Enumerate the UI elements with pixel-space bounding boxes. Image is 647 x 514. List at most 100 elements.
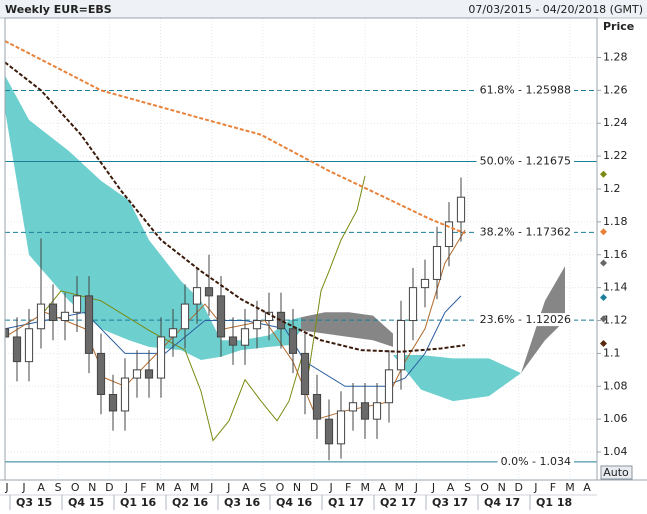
- fib-label-bg: [476, 313, 574, 327]
- month-label: J: [431, 481, 435, 494]
- month-label: D: [105, 481, 113, 494]
- quarter-label: Q4 16: [276, 496, 312, 509]
- month-label: M: [156, 481, 166, 494]
- candle-body: [120, 377, 130, 412]
- y-tick-label: 1.08: [603, 379, 628, 392]
- month-label: M: [360, 481, 370, 494]
- fib-level-label: 38.2% - 1.17362: [480, 225, 571, 238]
- fib-label-bg: [476, 225, 574, 239]
- candle-body: [144, 369, 154, 379]
- quarter-label: Q2 17: [380, 496, 416, 509]
- last-value-marker: [600, 294, 607, 302]
- fib-level-label: 23.6% - 1.12026: [480, 313, 571, 326]
- candle-body: [192, 287, 202, 305]
- candle-body: [156, 336, 166, 379]
- month-label: S: [259, 481, 266, 494]
- candle-body: [408, 287, 418, 322]
- y-tick-label: 1.12: [603, 314, 628, 327]
- candle-body: [12, 336, 22, 363]
- fib-label-bg: [476, 154, 574, 168]
- month-label: N: [88, 481, 96, 494]
- month-label: A: [242, 481, 250, 494]
- month-label: D: [310, 481, 318, 494]
- candle-body: [108, 394, 118, 412]
- candle-body: [372, 402, 382, 420]
- month-label: A: [174, 481, 182, 494]
- y-tick-label: 1.18: [603, 215, 628, 228]
- candle-body: [360, 402, 370, 420]
- last-value-marker: [600, 228, 607, 236]
- candle-body: [60, 311, 70, 322]
- y-tick-label: 1.2: [603, 182, 621, 195]
- ichimoku-cloud: [5, 75, 301, 360]
- candle-body: [48, 303, 58, 322]
- candle-body: [456, 196, 466, 223]
- date-range: 07/03/2015 - 04/20/2018 (GMT): [468, 3, 643, 16]
- fib-level-label: 0.0% - 1.034: [501, 455, 571, 468]
- candle-body: [180, 303, 190, 330]
- candle-body: [288, 328, 298, 354]
- candle-body: [72, 295, 82, 313]
- candle-body: [300, 352, 310, 396]
- fib-label-bg: [476, 83, 574, 97]
- quarter-label: Q1 17: [328, 496, 364, 509]
- month-label: A: [37, 481, 45, 494]
- quarter-label: Q4 17: [484, 496, 520, 509]
- candle-body: [384, 369, 394, 404]
- y-axis-title: Price: [603, 20, 634, 33]
- month-label: D: [515, 481, 523, 494]
- quarter-label: Q3 16: [224, 496, 260, 509]
- candle-body: [168, 328, 178, 338]
- month-label: O: [276, 481, 285, 494]
- ichimoku-cloud: [301, 312, 393, 347]
- fib-label-bg: [497, 454, 574, 468]
- month-label: J: [533, 481, 537, 494]
- month-label: J: [414, 481, 418, 494]
- auto-button-label[interactable]: Auto: [603, 466, 629, 479]
- month-label: O: [71, 481, 80, 494]
- month-label: O: [480, 481, 489, 494]
- month-label: J: [124, 481, 128, 494]
- quarter-label: Q4 15: [68, 496, 104, 509]
- ichimoku-cloud: [393, 355, 521, 402]
- candle-body: [324, 418, 334, 445]
- month-label: F: [345, 481, 351, 494]
- quarter-label: Q3 17: [432, 496, 468, 509]
- candle-body: [420, 278, 430, 289]
- month-label: J: [4, 481, 8, 494]
- month-label: J: [328, 481, 332, 494]
- candle-body: [432, 246, 442, 280]
- header-bar: [0, 0, 647, 18]
- y-tick-label: 1.14: [603, 281, 628, 294]
- month-label: M: [565, 481, 575, 494]
- quarter-label: Q3 15: [16, 496, 52, 509]
- month-label: A: [379, 481, 387, 494]
- quarter-label: Q2 16: [172, 496, 208, 509]
- month-label: F: [140, 481, 146, 494]
- candle-body: [312, 394, 322, 420]
- candle-body: [276, 311, 286, 330]
- y-tick-label: 1.28: [603, 50, 628, 63]
- fib-level-label: 50.0% - 1.21675: [480, 154, 571, 167]
- candle-body: [5, 328, 10, 338]
- month-label: J: [226, 481, 230, 494]
- last-value-marker: [600, 259, 607, 267]
- month-label: F: [550, 481, 556, 494]
- month-label: A: [447, 481, 455, 494]
- candle-body: [204, 287, 214, 297]
- candle-body: [24, 328, 34, 363]
- fib-level-label: 61.8% - 1.25988: [480, 84, 571, 97]
- candle-body: [252, 320, 262, 330]
- last-value-marker: [600, 340, 607, 348]
- y-tick-label: 1.24: [603, 116, 628, 129]
- y-tick-label: 1.06: [603, 412, 628, 425]
- y-tick-label: 1.22: [603, 149, 628, 162]
- month-label: J: [21, 481, 25, 494]
- auto-button[interactable]: [600, 465, 633, 480]
- chart-title: Weekly EUR=EBS: [5, 3, 112, 16]
- candle-body: [132, 369, 142, 379]
- quarter-label: Q1 18: [536, 496, 572, 509]
- y-tick-label: 1.16: [603, 248, 628, 261]
- candle-body: [240, 328, 250, 346]
- candle-body: [36, 303, 46, 330]
